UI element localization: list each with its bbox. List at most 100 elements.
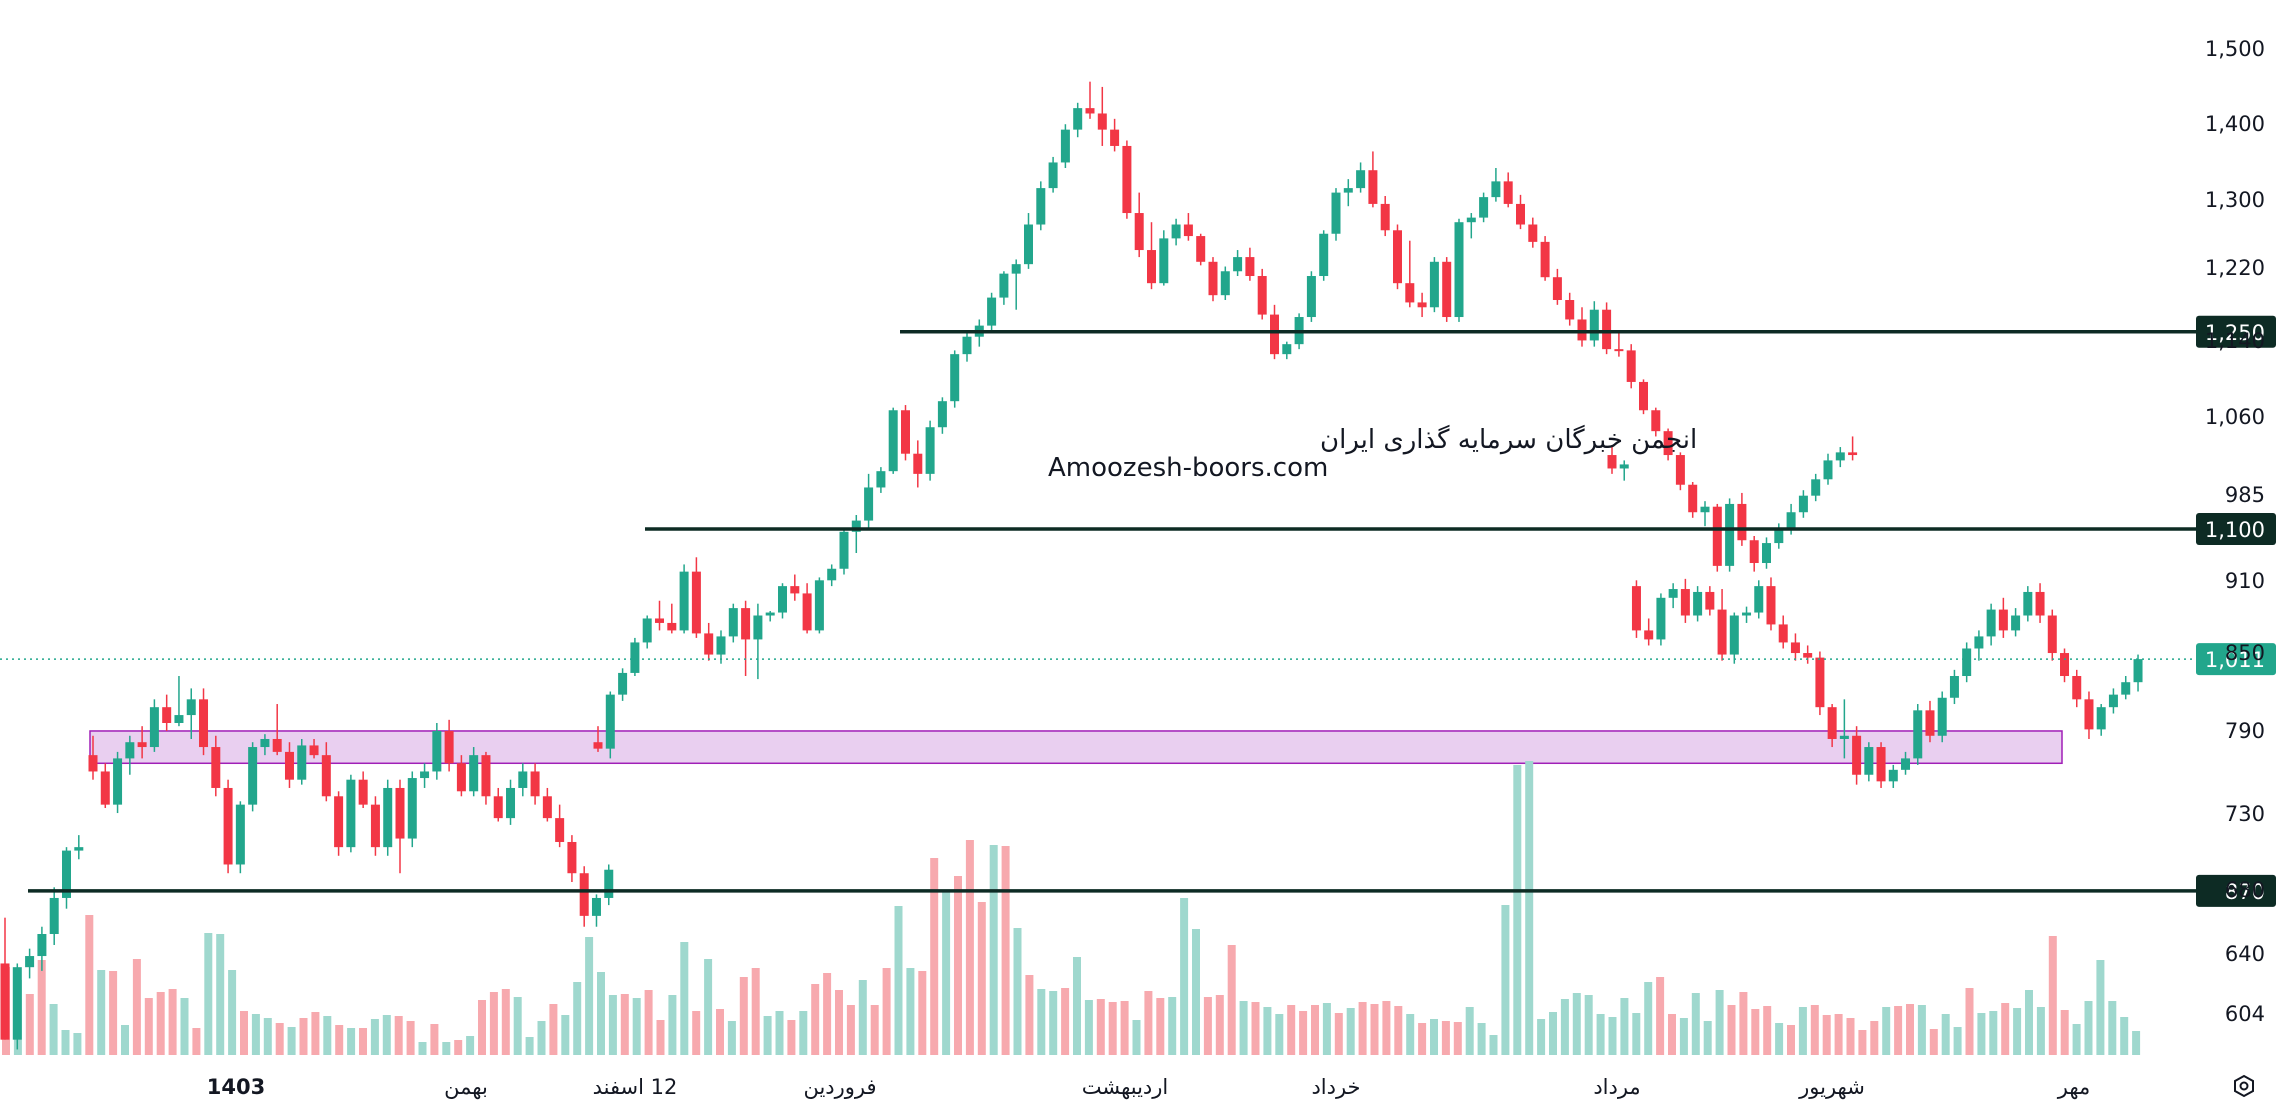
candle	[1864, 742, 1874, 782]
volume-bar	[1775, 1023, 1784, 1055]
volume-bar	[537, 1021, 546, 1055]
price-tick-label: 1,500	[2205, 37, 2265, 61]
candle-body	[174, 715, 184, 724]
candle-body	[987, 297, 997, 326]
candle	[1552, 268, 1562, 305]
candle-body	[765, 612, 775, 616]
volume-bar	[1572, 993, 1581, 1055]
candle-body	[1700, 506, 1710, 513]
candle	[2084, 691, 2094, 739]
candle	[248, 742, 258, 812]
candle	[1442, 257, 1452, 322]
volume-bar	[1965, 988, 1974, 1055]
support-zone[interactable]	[89, 730, 2063, 765]
time-axis[interactable]: 1403 بهمن 12 اسفند فروردین اردیبهشت خرداد مردا…	[207, 1075, 2090, 1099]
candle-body	[1725, 503, 1735, 566]
volume-bar	[1382, 1001, 1391, 1055]
candle-body	[199, 699, 209, 748]
volume-bar	[870, 1005, 879, 1055]
volume-bar	[549, 1004, 558, 1055]
candle-body	[876, 471, 886, 488]
candle	[1024, 213, 1033, 269]
candle	[0, 917, 10, 1040]
settings-hex-icon[interactable]	[2234, 1074, 2254, 1098]
volume-bar	[180, 998, 189, 1055]
candle	[2072, 669, 2082, 708]
candle	[1233, 250, 1243, 277]
candle	[137, 726, 147, 759]
volume-bar	[835, 990, 843, 1055]
candle	[1417, 292, 1427, 318]
candle-body	[1356, 170, 1366, 189]
candle-body	[211, 747, 221, 788]
volume-bar	[1656, 977, 1665, 1055]
candle-body	[2035, 591, 2045, 616]
candle	[1343, 179, 1353, 207]
candle	[444, 719, 454, 772]
candle-body	[1245, 257, 1255, 277]
candle	[309, 738, 319, 759]
candle-body	[1737, 503, 1747, 541]
volume-bar	[85, 915, 94, 1055]
volume-bar	[597, 972, 605, 1055]
volume-bar	[716, 1009, 724, 1055]
volume-bar	[156, 992, 165, 1055]
volume-bar	[2120, 1017, 2129, 1055]
candle	[1827, 704, 1837, 748]
volume-bar	[263, 1018, 272, 1055]
candle	[1688, 482, 1698, 518]
chart-settings[interactable]	[2234, 1074, 2254, 1098]
candle	[186, 688, 196, 739]
price-axis[interactable]: 1,500 1,400 1,300 1,220 1,140 1,060 985 910 850 7…	[2205, 37, 2265, 1026]
candle	[1331, 188, 1341, 241]
volume-bar	[1013, 928, 1022, 1055]
candle-body	[1864, 747, 1874, 775]
candle	[839, 528, 849, 575]
candle-body	[1749, 540, 1759, 564]
volume-bar	[311, 1012, 320, 1055]
volume-bar	[1894, 1006, 1903, 1055]
candle	[1876, 742, 1886, 788]
candle	[174, 676, 184, 727]
candle	[1245, 247, 1255, 281]
candle	[925, 420, 935, 481]
volume-bar	[1822, 1015, 1831, 1055]
candle	[1925, 700, 1935, 743]
candle-body	[223, 787, 233, 865]
candle	[1815, 651, 1825, 716]
time-axis-label: فروردین	[803, 1075, 876, 1099]
volume-bar	[1453, 1022, 1462, 1055]
candle	[1196, 233, 1206, 266]
volume-bar	[644, 990, 653, 1055]
candle	[1656, 593, 1666, 646]
candle-body	[2084, 699, 2094, 730]
volume-bar	[513, 997, 522, 1055]
candle	[1282, 341, 1292, 360]
candle	[530, 763, 540, 805]
candle-body	[493, 796, 503, 819]
candle-body	[704, 633, 714, 655]
candle-body	[1331, 192, 1341, 234]
candle-body	[1380, 203, 1390, 231]
candle	[493, 787, 503, 822]
volume-bar	[2084, 1001, 2093, 1055]
candle-body	[1442, 261, 1452, 318]
candle	[1429, 257, 1439, 313]
candle	[1835, 447, 1845, 468]
candle-body	[1159, 238, 1169, 284]
volume-bar	[1275, 1014, 1284, 1055]
volume-bar	[287, 1027, 296, 1055]
level-tag-label: 1,250	[2205, 321, 2265, 345]
candle-body	[604, 869, 614, 898]
volume-bar	[1263, 1007, 1272, 1055]
volume-bar	[1108, 1002, 1117, 1055]
candle	[1060, 124, 1070, 168]
price-tick-label: 1,220	[2205, 256, 2265, 280]
candle	[149, 699, 159, 752]
candle-body	[1925, 710, 1935, 736]
candle	[420, 763, 430, 788]
candle	[741, 600, 751, 677]
volume-bar	[335, 1025, 344, 1055]
